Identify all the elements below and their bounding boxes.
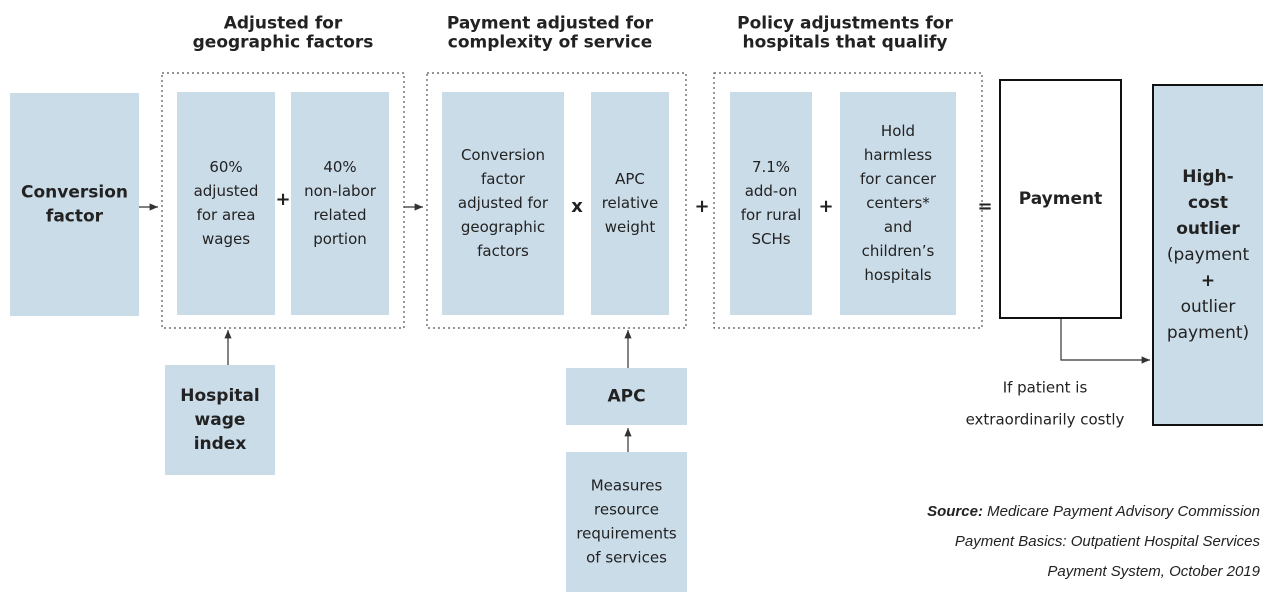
node-label: relative	[602, 194, 659, 212]
node-label: Payment	[1019, 189, 1103, 209]
node-label: wages	[202, 230, 250, 248]
node-box	[591, 92, 669, 315]
arrow	[1060, 318, 1150, 364]
node-label: 60%	[209, 158, 242, 176]
node-label: hospitals	[864, 266, 931, 284]
source-line: Source: Medicare Payment Advisory Commis…	[927, 503, 1260, 520]
node-label: 7.1%	[752, 158, 790, 176]
node-label: geographic	[461, 218, 545, 236]
node-box	[10, 93, 139, 316]
node-label: adjusted	[194, 182, 259, 200]
group-frame	[713, 72, 983, 329]
node-box	[840, 92, 956, 315]
node-label: add-on	[745, 182, 798, 200]
node-label: High-	[1182, 167, 1233, 187]
node-label: (payment	[1167, 245, 1250, 265]
source-text: Medicare Payment Advisory Commission	[987, 503, 1260, 520]
node-label: outlier	[1181, 297, 1236, 317]
source-line: Payment Basics: Outpatient Hospital Serv…	[955, 533, 1261, 550]
node-label: adjusted for	[458, 194, 549, 212]
group-frame	[426, 72, 687, 329]
group-frame	[161, 72, 405, 329]
node-label: outlier	[1176, 219, 1240, 239]
node-label: factors	[477, 242, 529, 260]
node-box	[1152, 84, 1263, 426]
source-label: Source:	[927, 503, 983, 520]
node-label: 40%	[323, 158, 356, 176]
node-box	[730, 92, 812, 315]
node-box	[566, 368, 687, 425]
node-label: APC	[607, 387, 645, 407]
node-box	[442, 92, 564, 315]
node-label: resource	[594, 501, 659, 519]
node-label: Hold	[881, 122, 915, 140]
node-label: cost	[1188, 193, 1228, 213]
node-label: for rural	[741, 206, 802, 224]
node-label: +	[1201, 271, 1215, 291]
group-frames	[161, 72, 983, 329]
node-label: factor	[46, 207, 104, 227]
node-box	[177, 92, 275, 315]
node-box	[999, 79, 1122, 319]
group-title: Policy adjustments for	[737, 14, 953, 34]
node-label: for area	[197, 206, 256, 224]
operator: +	[818, 196, 833, 217]
node-label: weight	[605, 218, 656, 236]
operator: x	[571, 196, 583, 217]
node-label: payment)	[1167, 323, 1249, 343]
annotation: If patient is	[1003, 379, 1088, 397]
node-label: Hospital	[180, 386, 259, 406]
node-label: APC	[615, 170, 645, 188]
node-label: index	[194, 434, 247, 454]
operator: =	[977, 196, 992, 217]
group-title: hospitals that qualify	[743, 33, 948, 53]
arrows	[139, 203, 1150, 452]
node-label: related	[313, 206, 366, 224]
operator: +	[275, 189, 290, 210]
node-box	[291, 92, 389, 315]
node-label: non-labor	[304, 182, 377, 200]
source-line: Payment System, October 2019	[1047, 563, 1260, 580]
annotation: extraordinarily costly	[966, 411, 1125, 429]
node-label: harmless	[864, 146, 932, 164]
node-label: SCHs	[751, 230, 790, 248]
node-label: wage	[195, 410, 246, 430]
node-label: Conversion	[461, 146, 545, 164]
group-title: Payment adjusted for	[447, 14, 654, 34]
node-label: centers*	[866, 194, 930, 212]
node-label: portion	[313, 230, 367, 248]
node-label: requirements	[576, 525, 677, 543]
group-title: complexity of service	[448, 33, 652, 53]
operator: +	[694, 196, 709, 217]
node-label: children’s	[862, 242, 935, 260]
group-title: geographic factors	[193, 33, 374, 53]
node-label: for cancer	[860, 170, 937, 188]
node-box	[566, 452, 687, 592]
node-label: factor	[481, 170, 526, 188]
node-box	[165, 365, 275, 475]
node-label: Measures	[591, 477, 663, 495]
node-label: Conversion	[21, 183, 128, 203]
node-label: and	[884, 218, 912, 236]
node-label: of services	[586, 549, 667, 567]
group-title: Adjusted for	[224, 14, 343, 34]
